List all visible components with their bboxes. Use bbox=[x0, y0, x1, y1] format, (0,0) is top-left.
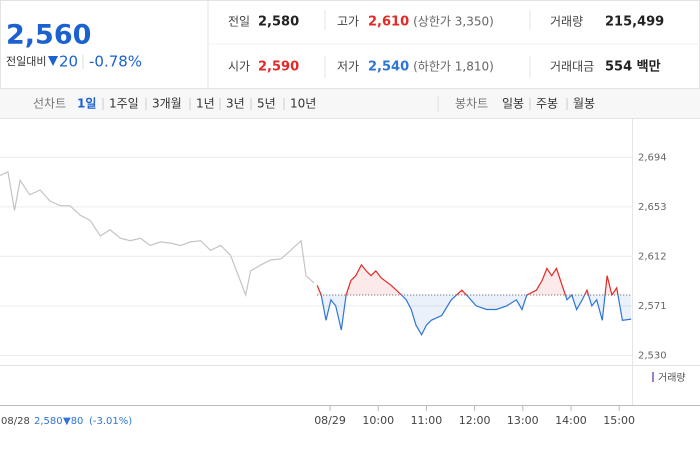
legend-label: 거래량 bbox=[658, 372, 686, 384]
x-tick-label: 15:00 bbox=[603, 414, 635, 427]
tab-group-label: 봉차트 bbox=[455, 97, 488, 111]
stat-label: 시가 bbox=[228, 60, 250, 74]
price: 2,560 bbox=[6, 20, 91, 51]
tab-group-label: 선차트 bbox=[33, 97, 66, 111]
y-tick-label: 2,571 bbox=[638, 301, 667, 312]
stat-value: 215,499 bbox=[605, 15, 664, 30]
change: 20 bbox=[59, 53, 78, 71]
change-label: 전일대비 bbox=[6, 54, 46, 68]
tab[interactable]: 일봉 bbox=[502, 97, 524, 111]
price-line bbox=[0, 171, 315, 298]
y-tick-label: 2,653 bbox=[638, 202, 667, 213]
price-line-up bbox=[316, 263, 619, 295]
tab[interactable]: 주봉 bbox=[536, 97, 558, 111]
stat-label: 저가 bbox=[337, 60, 359, 74]
tab[interactable]: 10년 bbox=[290, 97, 316, 111]
tab[interactable]: 3년 bbox=[226, 97, 245, 111]
tab[interactable]: 1일 bbox=[77, 97, 96, 111]
tab[interactable]: 3개월 bbox=[152, 97, 182, 111]
stat-value: 2,610 bbox=[368, 15, 409, 30]
stat-note: (상한가 3,350) bbox=[413, 15, 494, 29]
prev-close: 2,580 bbox=[34, 416, 63, 427]
stat-value: 2,580 bbox=[258, 15, 299, 30]
y-tick-label: 2,694 bbox=[638, 152, 667, 163]
tab[interactable]: 1주일 bbox=[109, 97, 139, 111]
prev-change: ▼80 bbox=[63, 416, 83, 427]
price-line-down bbox=[320, 295, 632, 337]
stat-label: 거래량 bbox=[550, 15, 583, 29]
x-tick-label: 11:00 bbox=[411, 414, 443, 427]
stat-note: (하한가 1,810) bbox=[413, 60, 494, 74]
y-tick-label: 2,530 bbox=[638, 350, 667, 361]
x-tick-label: 08/29 bbox=[314, 414, 346, 427]
stat-value: 2,540 bbox=[368, 60, 409, 75]
stat-label: 거래대금 bbox=[550, 60, 594, 74]
x-tick-label: 10:00 bbox=[362, 414, 394, 427]
prev-change-pct: (-3.01%) bbox=[89, 416, 132, 427]
tab[interactable]: 월봉 bbox=[573, 97, 595, 111]
prev-date: 08/28 bbox=[1, 416, 30, 427]
tab-bar bbox=[0, 89, 700, 119]
x-tick-label: 12:00 bbox=[459, 414, 491, 427]
tab[interactable]: 1년 bbox=[196, 97, 215, 111]
down-icon bbox=[48, 56, 58, 66]
tab[interactable]: 5년 bbox=[257, 97, 276, 111]
change-pct: -0.78% bbox=[89, 53, 142, 71]
stat-label: 고가 bbox=[337, 15, 359, 29]
legend-swatch bbox=[652, 372, 654, 382]
x-tick-label: 14:00 bbox=[555, 414, 587, 427]
area-up bbox=[317, 264, 632, 295]
y-tick-label: 2,612 bbox=[638, 251, 667, 262]
x-tick-label: 13:00 bbox=[507, 414, 539, 427]
stat-value: 2,590 bbox=[258, 60, 299, 75]
stat-value: 554 백만 bbox=[605, 59, 661, 75]
stat-label: 전일 bbox=[228, 15, 250, 29]
